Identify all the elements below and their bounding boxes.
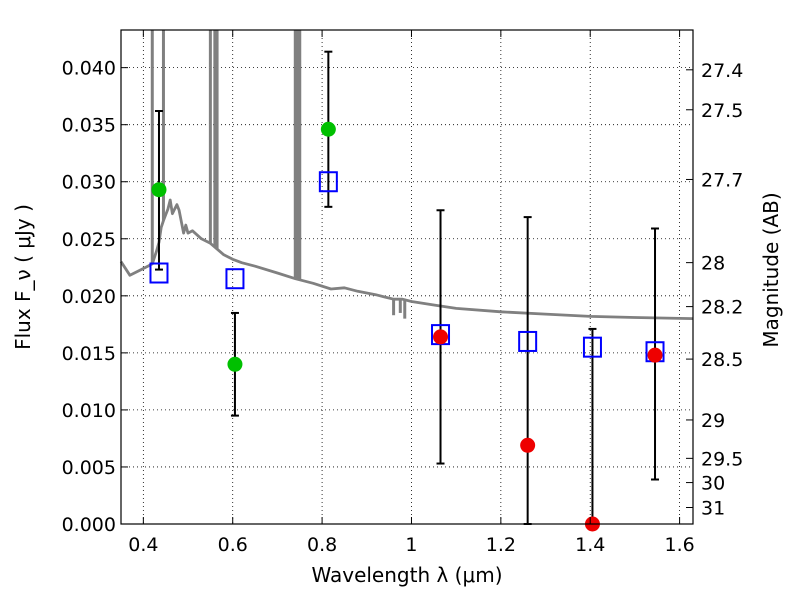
model-point	[225, 268, 245, 290]
y-axis-label: Flux F_ν ( μJy )	[11, 204, 35, 350]
non-detection-point	[647, 347, 663, 363]
y-tick-label: 0.005	[62, 457, 116, 479]
observed-points	[151, 121, 663, 532]
model-point	[518, 330, 538, 352]
plot-background	[121, 30, 693, 524]
detection-point	[151, 182, 167, 198]
template-line	[119, 198, 694, 320]
x-tick-label: 0.4	[128, 534, 158, 556]
y-tick-label: 0.010	[62, 400, 116, 422]
mag-tick-label: 27.7	[701, 169, 743, 191]
mag-tick-label: 28.5	[701, 349, 743, 371]
detection-point	[320, 121, 336, 137]
x-tick-label: 1.2	[486, 534, 516, 556]
mag-tick-label: 27.5	[701, 100, 743, 122]
mag-tick-label: 28	[701, 253, 725, 275]
detection-point	[227, 356, 243, 372]
mag-tick-label: 27.4	[701, 60, 743, 82]
model-point	[318, 171, 338, 193]
x-tick-label: 0.8	[307, 534, 337, 556]
magnitude-axis: 27.4 27.5 27.7 28 28.2 28.5 29 29.5 30 31	[686, 60, 743, 520]
y-tick-label: 0.035	[62, 115, 116, 137]
mag-tick-label: 29	[701, 410, 725, 432]
x-tick-label: 1.6	[664, 534, 694, 556]
x-axis: 0.4 0.6 0.8 1 1.2 1.4 1.6	[128, 30, 695, 556]
mag-tick-label: 30	[701, 473, 725, 495]
x-tick-label: 0.6	[218, 534, 248, 556]
mag-tick-label: 31	[701, 498, 725, 520]
x-tick-label: 1	[405, 534, 417, 556]
y-tick-label: 0.000	[62, 514, 116, 536]
model-point	[582, 336, 602, 358]
y-tick-label: 0.040	[62, 58, 116, 80]
y-tick-label: 0.025	[62, 229, 116, 251]
magnitude-axis-label: Magnitude (AB)	[759, 192, 783, 347]
y-tick-label: 0.020	[62, 286, 116, 308]
x-tick-label: 1.4	[575, 534, 605, 556]
non-detection-point	[433, 329, 449, 345]
y-axis: 0.000 0.005 0.010 0.015 0.020 0.025 0.030 0.035…	[62, 58, 128, 536]
mag-tick-label: 28.2	[701, 297, 743, 319]
y-tick-label: 0.030	[62, 172, 116, 194]
x-axis-label: Wavelength λ (μm)	[311, 563, 502, 587]
mag-tick-label: 29.5	[701, 448, 743, 470]
model-point	[149, 262, 169, 284]
y-tick-label: 0.015	[62, 343, 116, 365]
plot-frame	[120, 29, 694, 525]
non-detection-point	[520, 437, 536, 453]
